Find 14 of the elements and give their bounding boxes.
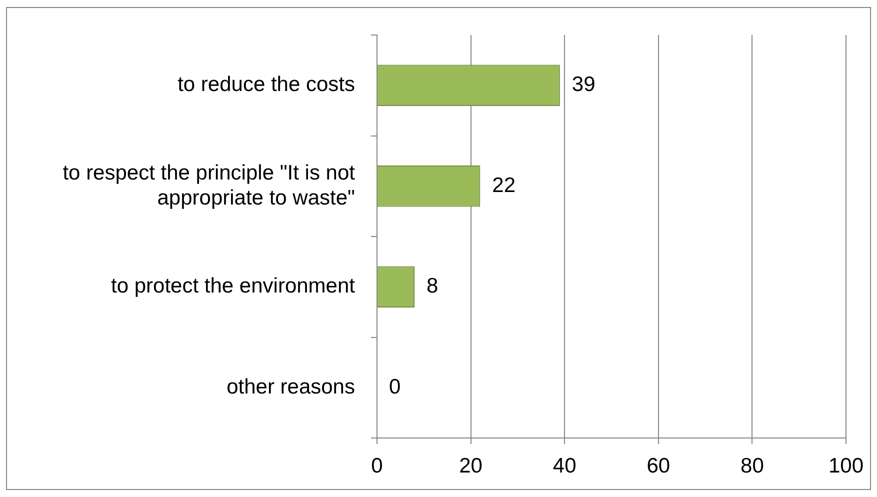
data-label: 0 [389,375,401,398]
x-tick-label: 60 [646,454,670,478]
x-tick-label: 0 [371,454,383,478]
y-tick-label: to reduce the costs [178,73,355,96]
x-tick-label: 40 [552,454,576,478]
y-tick-label: other reasons [226,375,355,398]
data-label: 8 [426,274,438,298]
y-tick-label: to protect the environment [111,274,356,298]
x-tick-label: 20 [459,454,482,478]
x-tick-label: 100 [828,454,864,478]
y-tick-label: to respect the principle "It is not appropriate to waste" [62,161,356,210]
data-label: 39 [572,73,596,96]
data-label: 22 [492,174,516,197]
x-tick-label: 80 [740,454,764,478]
